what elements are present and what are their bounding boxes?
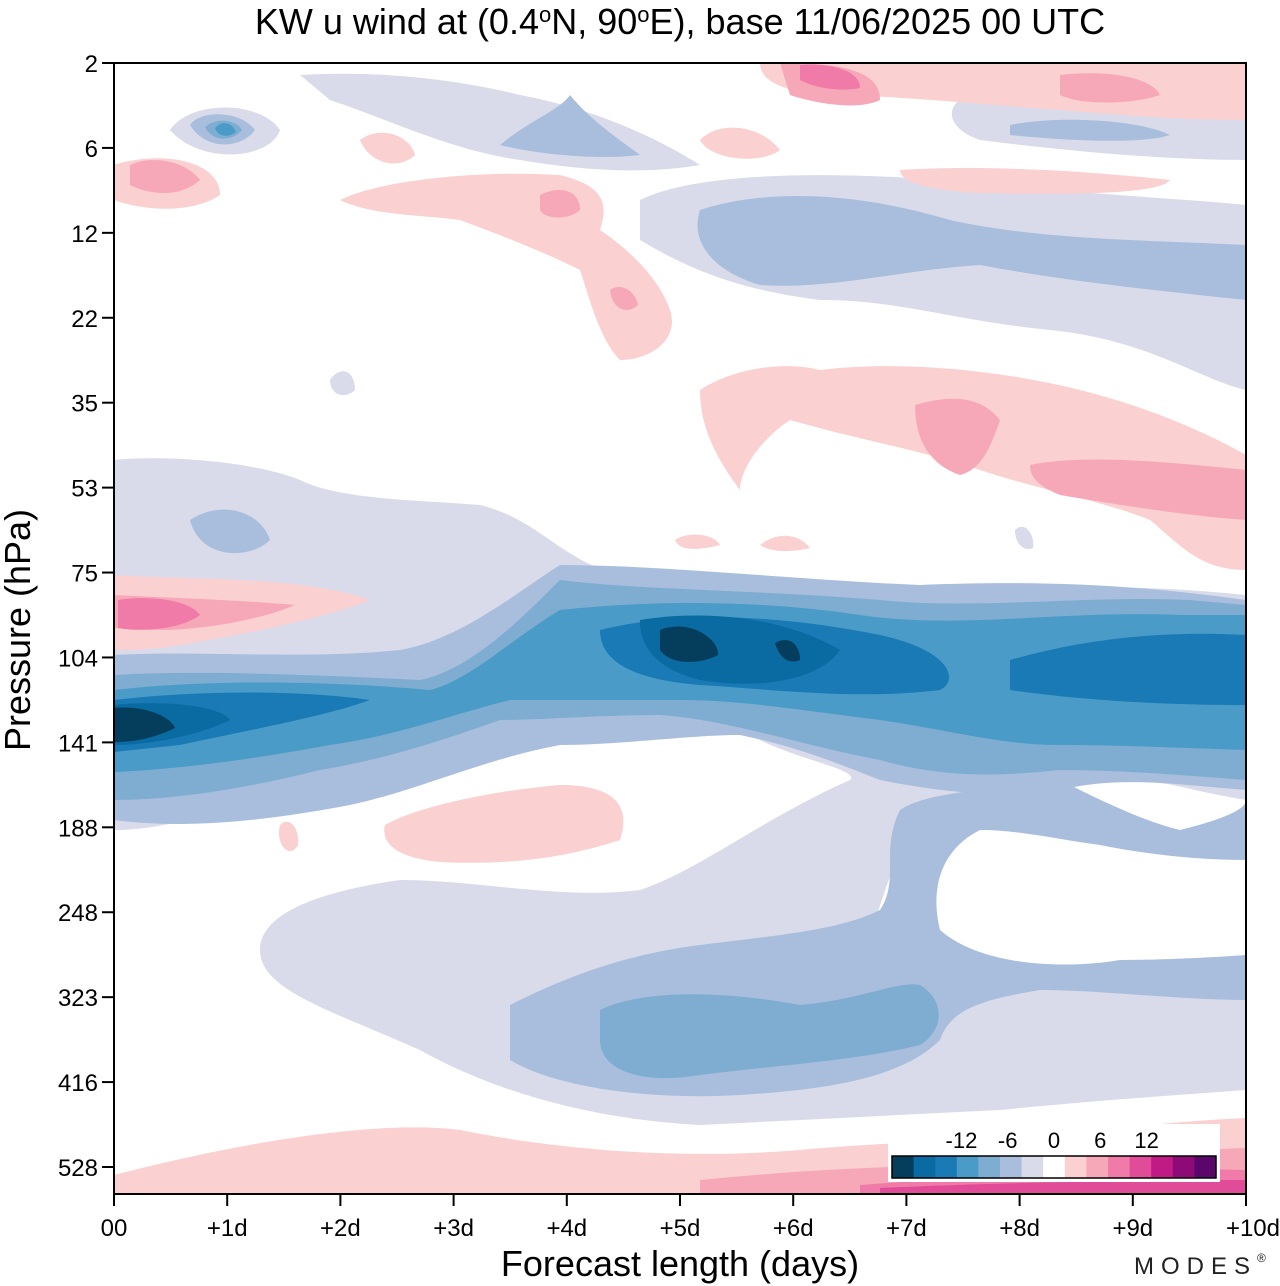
colorbar-tick-label: 0 bbox=[1048, 1128, 1060, 1153]
colorbar-swatch bbox=[1172, 1156, 1195, 1178]
contour-pos-3-small-a bbox=[279, 821, 299, 852]
contour-neg-3-small-strat-2 bbox=[1015, 526, 1034, 550]
colorbar-swatch bbox=[956, 1156, 979, 1178]
contour-neg-6-small bbox=[190, 509, 270, 554]
contour-pos-3-upper-strat bbox=[340, 173, 672, 360]
colorbar: -12 -6 0 6 12 bbox=[888, 1124, 1220, 1182]
colorbar-swatch bbox=[978, 1156, 1001, 1178]
contour-neg-21-core-left bbox=[114, 707, 175, 742]
contour-pos-9-top bbox=[800, 64, 860, 90]
y-tick-label: 75 bbox=[71, 561, 98, 588]
colorbar-swatch bbox=[1086, 1156, 1109, 1178]
contour-neg-3-small-strat bbox=[330, 371, 355, 396]
y-tick-label: 528 bbox=[58, 1155, 98, 1182]
y-tick-label: 141 bbox=[58, 730, 98, 757]
y-tick-label: 53 bbox=[71, 476, 98, 503]
colorbar-swatch bbox=[1194, 1156, 1217, 1178]
x-tick-label: +2d bbox=[320, 1215, 361, 1242]
contour-pos-3-small-b bbox=[675, 534, 720, 549]
x-tick-label: +9d bbox=[1112, 1215, 1153, 1242]
contour-neg-12-upper-tropo bbox=[114, 603, 1246, 772]
x-tick-label: +10d bbox=[1226, 1215, 1280, 1242]
x-axis: 00 +1d +2d +3d +4d +5d +6d +7d +8d +9d +10d bbox=[101, 1194, 1280, 1242]
y-tick-label: 6 bbox=[85, 136, 98, 163]
y-tick-label: 188 bbox=[58, 815, 98, 842]
colorbar-swatch bbox=[1129, 1156, 1152, 1178]
contour-neg-12-top-a bbox=[215, 123, 236, 136]
y-tick-label: 416 bbox=[58, 1070, 98, 1097]
y-axis-label: Pressure (hPa) bbox=[0, 509, 38, 751]
colorbar-tick-label: 12 bbox=[1134, 1128, 1158, 1153]
modes-logo: MODES® bbox=[1134, 1251, 1273, 1280]
colorbar-swatch bbox=[935, 1156, 958, 1178]
x-tick-label: +4d bbox=[546, 1215, 587, 1242]
y-tick-label: 35 bbox=[71, 391, 98, 418]
y-tick-label: 22 bbox=[71, 306, 98, 333]
contour-pos-6-top-right-2 bbox=[1060, 73, 1160, 103]
colorbar-tick-label: -12 bbox=[946, 1128, 978, 1153]
x-tick-label: +8d bbox=[999, 1215, 1040, 1242]
x-tick-label: +6d bbox=[773, 1215, 814, 1242]
contour-pos-6-strat-mid bbox=[540, 190, 580, 218]
colorbar-frame bbox=[891, 1155, 1217, 1179]
contour-neg-21-core-mid bbox=[660, 626, 719, 662]
contour-neg-6-12hPa bbox=[697, 196, 1246, 300]
contour-pos-6-strat-mid-2 bbox=[610, 286, 638, 310]
chart-title: KW u wind at (0.4oN, 90oE), base 11/06/2… bbox=[255, 1, 1105, 42]
x-axis-label: Forecast length (days) bbox=[501, 1243, 859, 1284]
colorbar-swatch bbox=[1021, 1156, 1044, 1178]
contour-pos-6-strat-right-2 bbox=[1030, 459, 1246, 520]
colorbar-swatch bbox=[1043, 1156, 1066, 1178]
x-tick-label: +5d bbox=[660, 1215, 701, 1242]
contour-pos-3-top-small bbox=[700, 127, 780, 159]
contour-neg-9-mid-tropo bbox=[600, 984, 939, 1079]
contour-pos-3-small-c bbox=[760, 535, 810, 552]
y-tick-label: 104 bbox=[58, 645, 98, 672]
contour-field bbox=[114, 63, 1246, 1194]
contour-pos-3-top-small-2 bbox=[360, 132, 415, 164]
contour-pos-12-surface bbox=[880, 1180, 1246, 1194]
x-tick-label: 00 bbox=[101, 1215, 128, 1242]
contour-pos-3-stratosphere-right bbox=[700, 366, 1246, 570]
contour-pos-6-strat-right bbox=[915, 398, 1000, 475]
colorbar-swatch bbox=[1108, 1156, 1131, 1178]
contour-neg-6-top-b bbox=[1010, 119, 1170, 141]
contour-neg-21-core-right bbox=[775, 640, 800, 662]
contour-pos-3-top-band bbox=[900, 168, 1170, 194]
y-tick-label: 12 bbox=[71, 221, 98, 248]
colorbar-swatch bbox=[1151, 1156, 1174, 1178]
y-tick-label: 248 bbox=[58, 900, 98, 927]
y-tick-label: 2 bbox=[85, 51, 98, 78]
y-tick-label: 323 bbox=[58, 985, 98, 1012]
colorbar-tick-label: -6 bbox=[998, 1128, 1018, 1153]
contour-pos-9-lower-strat bbox=[118, 598, 200, 630]
colorbar-swatch bbox=[1000, 1156, 1023, 1178]
y-axis: 2 6 12 22 35 53 75 104 141 188 248 323 416 528 bbox=[58, 51, 114, 1182]
colorbar-swatch bbox=[1064, 1156, 1087, 1178]
contour-pos-3-tropo-mid bbox=[384, 785, 624, 863]
x-tick-label: +7d bbox=[886, 1215, 927, 1242]
x-tick-label: +3d bbox=[433, 1215, 474, 1242]
contour-neg-6-top-c bbox=[500, 95, 640, 157]
colorbar-swatch bbox=[913, 1156, 936, 1178]
colorbar-tick-label: 6 bbox=[1094, 1128, 1106, 1153]
contour-neg-15-right bbox=[1010, 633, 1246, 705]
contour-pos-6-top-left bbox=[130, 160, 200, 194]
x-tick-label: +1d bbox=[207, 1215, 248, 1242]
colorbar-swatch bbox=[892, 1156, 915, 1178]
